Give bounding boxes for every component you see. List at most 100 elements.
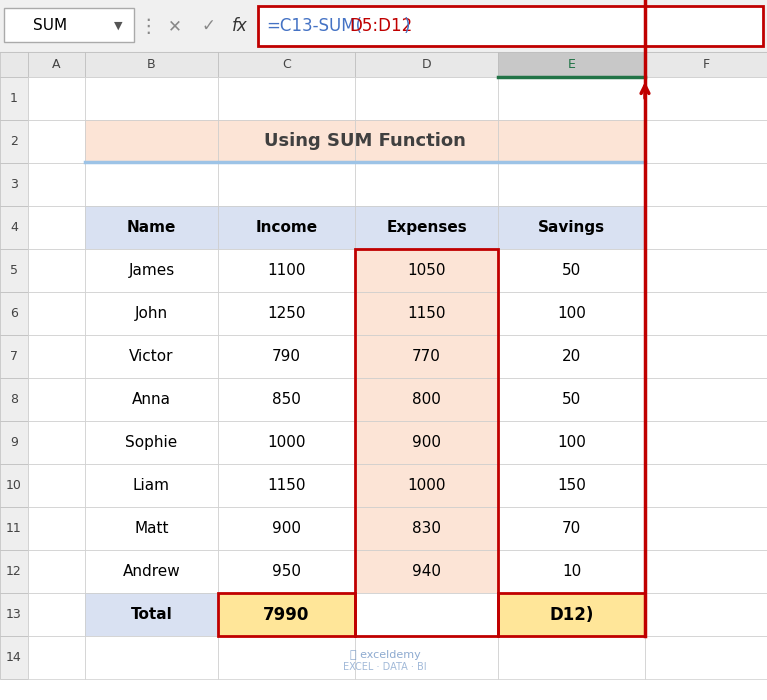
Text: ✓: ✓ [201, 17, 215, 35]
Text: Victor: Victor [130, 349, 174, 364]
Bar [0, 421, 28, 464]
Bar [85, 163, 218, 206]
Bar [355, 249, 498, 292]
Text: 1050: 1050 [407, 263, 446, 278]
Text: 20: 20 [562, 349, 581, 364]
Bar [218, 507, 355, 550]
Bar [85, 464, 218, 507]
Bar [0, 550, 28, 593]
Bar [0, 636, 28, 679]
Text: 940: 940 [412, 564, 441, 579]
Text: Name: Name [127, 220, 176, 235]
Bar [85, 507, 218, 550]
Bar [498, 421, 645, 464]
Bar [85, 378, 218, 421]
Bar [0, 0, 767, 52]
Bar [355, 636, 498, 679]
Text: Expenses: Expenses [386, 220, 467, 235]
Bar [498, 507, 645, 550]
Bar [0, 77, 28, 120]
Text: 3: 3 [10, 178, 18, 191]
Bar [355, 292, 498, 335]
Bar [0, 292, 28, 335]
Text: 900: 900 [412, 435, 441, 450]
Bar [645, 507, 767, 550]
Bar [28, 550, 85, 593]
Bar [85, 421, 218, 464]
Bar [218, 120, 355, 163]
Bar [28, 249, 85, 292]
Bar [28, 464, 85, 507]
Bar [28, 507, 85, 550]
Text: 100: 100 [557, 435, 586, 450]
Bar [0, 52, 28, 77]
Bar [645, 636, 767, 679]
Bar [28, 421, 85, 464]
Bar [645, 550, 767, 593]
Text: 800: 800 [412, 392, 441, 407]
Bar [0, 507, 28, 550]
Bar [28, 636, 85, 679]
Text: D5:D12: D5:D12 [349, 17, 412, 35]
Bar [0, 335, 28, 378]
Text: 🔷 exceldemy: 🔷 exceldemy [350, 650, 420, 660]
Text: EXCEL · DATA · BI: EXCEL · DATA · BI [343, 662, 426, 672]
Text: 9: 9 [10, 436, 18, 449]
Bar [0, 464, 28, 507]
Bar [498, 249, 645, 292]
Text: F: F [703, 58, 709, 71]
Bar [498, 77, 645, 120]
Bar [4, 8, 134, 42]
Bar [85, 52, 218, 77]
Text: 2: 2 [10, 135, 18, 148]
Text: ✕: ✕ [168, 17, 182, 35]
Text: 1000: 1000 [267, 435, 306, 450]
Text: Savings: Savings [538, 220, 605, 235]
Text: Total: Total [130, 607, 173, 622]
Text: 12: 12 [6, 565, 22, 578]
Text: Income: Income [255, 220, 318, 235]
Bar [0, 206, 28, 249]
Bar [355, 550, 498, 593]
Bar [645, 77, 767, 120]
Text: James: James [128, 263, 175, 278]
Text: 150: 150 [557, 478, 586, 493]
Text: Anna: Anna [132, 392, 171, 407]
Text: 770: 770 [412, 349, 441, 364]
Bar [645, 593, 767, 636]
Text: C: C [282, 58, 291, 71]
Text: 4: 4 [10, 221, 18, 234]
Bar [85, 636, 218, 679]
Bar [218, 292, 355, 335]
Bar [645, 378, 767, 421]
Bar [645, 163, 767, 206]
Bar [218, 163, 355, 206]
Bar [355, 249, 498, 636]
Text: 6: 6 [10, 307, 18, 320]
Bar [28, 206, 85, 249]
Text: 8: 8 [10, 393, 18, 406]
Text: 850: 850 [272, 392, 301, 407]
Text: 10: 10 [562, 564, 581, 579]
Bar [645, 464, 767, 507]
Bar [218, 52, 355, 77]
Bar [28, 52, 85, 77]
Bar [28, 335, 85, 378]
Bar [0, 120, 28, 163]
Bar [645, 292, 767, 335]
Text: 7990: 7990 [263, 606, 310, 624]
Text: 50: 50 [562, 392, 581, 407]
Text: 1150: 1150 [267, 478, 306, 493]
Text: 1150: 1150 [407, 306, 446, 321]
Text: fx: fx [232, 17, 248, 35]
Bar [498, 120, 645, 163]
Bar [218, 421, 355, 464]
Bar [498, 335, 645, 378]
Bar [218, 335, 355, 378]
Text: SUM: SUM [33, 18, 67, 34]
Text: A: A [52, 58, 61, 71]
Bar [85, 593, 218, 636]
Text: 14: 14 [6, 651, 22, 664]
Bar [498, 636, 645, 679]
Text: D12): D12) [549, 606, 594, 624]
